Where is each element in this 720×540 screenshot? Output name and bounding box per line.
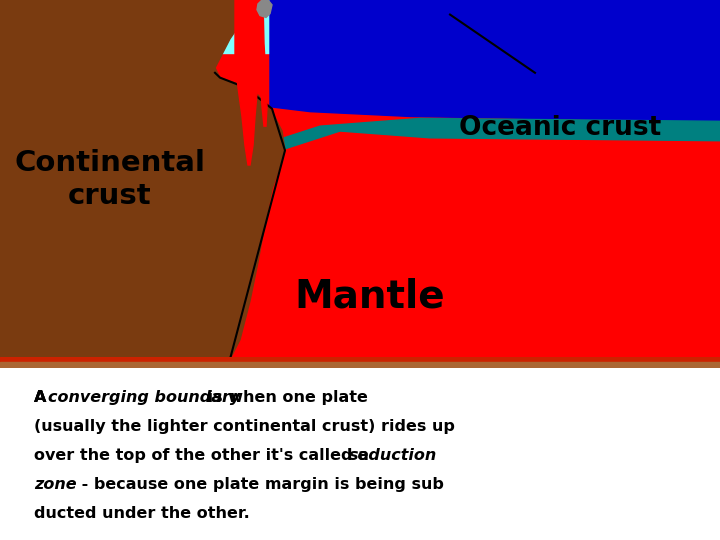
Polygon shape [270,0,720,122]
FancyBboxPatch shape [11,367,709,538]
Polygon shape [235,0,260,165]
Polygon shape [258,0,267,126]
Bar [0,362,720,368]
Text: seduction: seduction [349,448,437,463]
Text: is when one plate: is when one plate [202,390,368,406]
Text: - because one plate margin is being sub: - because one plate margin is being sub [76,477,444,492]
Text: A: A [35,390,53,406]
Text: Mantle: Mantle [294,277,445,315]
Text: A: A [35,390,53,406]
Text: ducted under the other.: ducted under the other. [35,506,251,521]
Bar [0,0,720,53]
Text: over the top of the other it's called a: over the top of the other it's called a [35,448,375,463]
Text: A: A [35,390,53,406]
Polygon shape [195,118,720,254]
Text: converging boundary: converging boundary [48,390,240,406]
Text: (usually the lighter continental crust) rides up: (usually the lighter continental crust) … [35,419,455,434]
Polygon shape [257,0,272,17]
Bar [0,357,720,362]
Text: Continental
crust: Continental crust [14,150,205,210]
Polygon shape [0,0,285,359]
Text: zone: zone [35,477,77,492]
Text: Oceanic crust: Oceanic crust [459,115,661,141]
